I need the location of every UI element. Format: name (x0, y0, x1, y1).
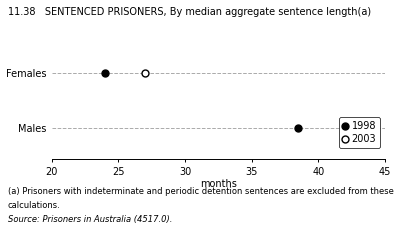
Text: 11.38   SENTENCED PRISONERS, By median aggregate sentence length(a): 11.38 SENTENCED PRISONERS, By median agg… (8, 7, 371, 17)
Legend: 1998, 2003: 1998, 2003 (339, 117, 380, 148)
Text: calculations.: calculations. (8, 201, 61, 210)
Text: Source: Prisoners in Australia (4517.0).: Source: Prisoners in Australia (4517.0). (8, 215, 172, 224)
Text: (a) Prisoners with indeterminate and periodic detention sentences are excluded f: (a) Prisoners with indeterminate and per… (8, 187, 394, 196)
X-axis label: months: months (200, 179, 237, 189)
